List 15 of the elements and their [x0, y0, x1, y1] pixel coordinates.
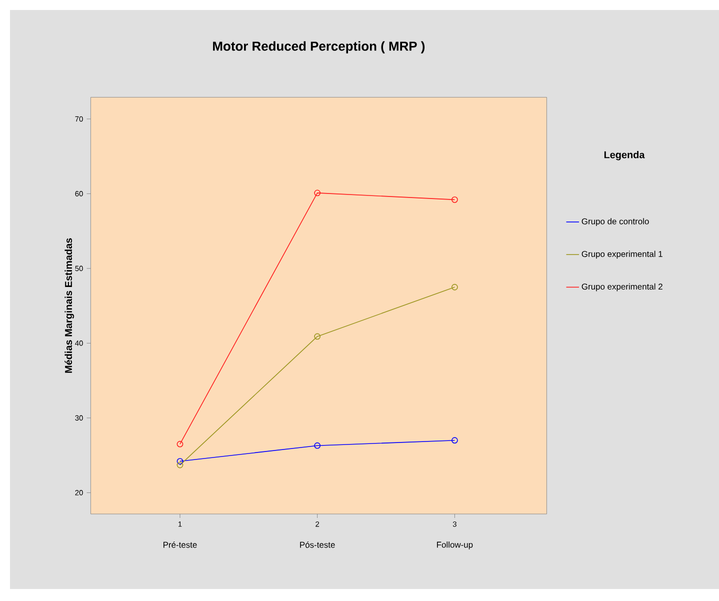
legend-label: Grupo de controlo — [582, 218, 649, 226]
y-axis-title: Médias Marginais Estimadas — [64, 238, 74, 373]
text: Follow-up — [437, 542, 473, 550]
legend-label: Grupo experimental 2 — [582, 283, 662, 292]
legend-label: Grupo experimental 1 — [582, 250, 662, 259]
legend-title: Legenda — [604, 150, 645, 160]
point — [314, 190, 321, 196]
chart-title: Motor Reduced Perception ( MRP ) — [213, 41, 425, 54]
point — [176, 458, 184, 464]
point — [176, 440, 184, 448]
point — [314, 442, 321, 449]
point — [314, 333, 321, 340]
text: Pós-teste — [300, 542, 335, 548]
text: Pré-teste — [163, 542, 197, 548]
point — [176, 462, 184, 468]
